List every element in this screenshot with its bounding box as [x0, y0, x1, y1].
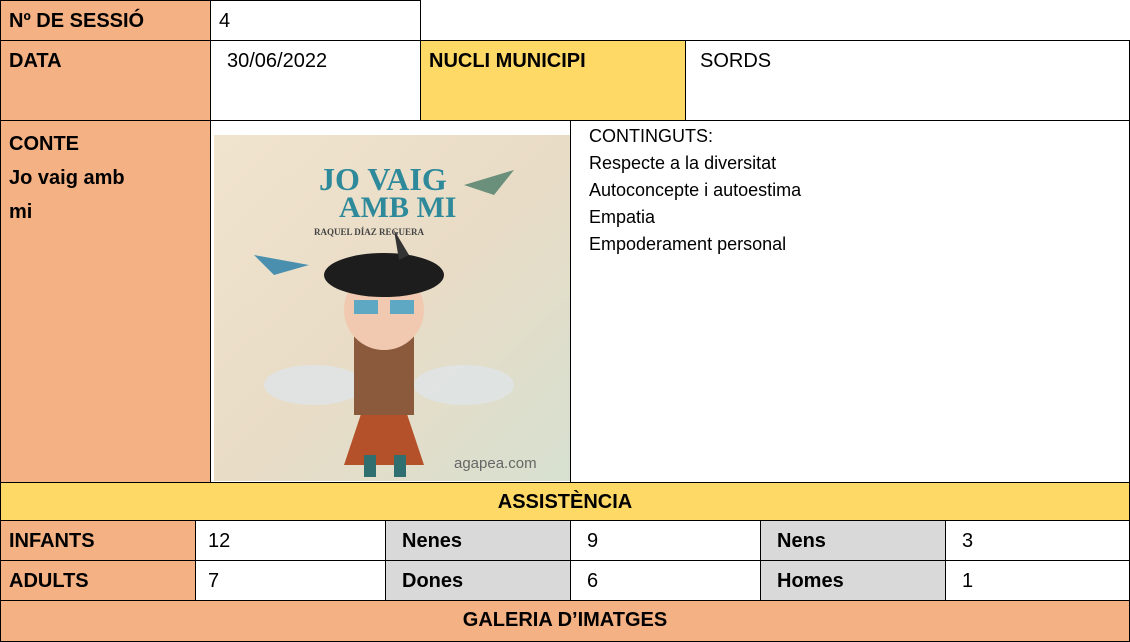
row-value: 9 [570, 520, 761, 561]
gallery-title: GALERIA D’IMATGES [0, 600, 1130, 642]
contents-item: Autoconcepte i autoestima [589, 180, 802, 200]
conte-label: CONTE [9, 133, 79, 155]
conte-title: Jo vaig amb mi [9, 167, 125, 223]
cover-author: RAQUEL DÍAZ REGUERA [314, 227, 425, 237]
cover-title-1: JO VAIG [319, 161, 447, 197]
row-value: 1 [945, 560, 1130, 601]
row-value: 12 [195, 520, 386, 561]
row-label: ADULTS [0, 560, 196, 601]
row-label: Nenes [385, 520, 571, 561]
row-value: 6 [570, 560, 761, 601]
attendance-title: ASSISTÈNCIA [0, 482, 1130, 521]
row-value: 7 [195, 560, 386, 601]
date-label: DATA [0, 40, 211, 121]
row-label: Nens [760, 520, 946, 561]
row-label: Homes [760, 560, 946, 601]
contents-item: Empatia [589, 207, 656, 227]
nucli-label: NUCLI MUNICIPI [420, 40, 686, 121]
cover-cell: JO VAIG AMB MI RAQUEL DÍAZ REGUERA agape… [210, 120, 571, 483]
session-label: Nº DE SESSIÓ [0, 0, 211, 41]
row-label: Dones [385, 560, 571, 601]
contents-item: Respecte a la diversitat [589, 153, 777, 173]
cover-watermark: agapea.com [454, 455, 537, 472]
cover-title-2: AMB MI [339, 191, 456, 224]
book-cover: JO VAIG AMB MI RAQUEL DÍAZ REGUERA agape… [214, 135, 570, 481]
session-value: 4 [210, 0, 421, 41]
contents-cell: CONTINGUTS: Respecte a la diversitat Aut… [570, 120, 1130, 483]
date-value: 30/06/2022 [210, 40, 421, 121]
row-label: INFANTS [0, 520, 196, 561]
contents-label: CONTINGUTS: [589, 126, 713, 146]
conte-cell: CONTE Jo vaig amb mi [0, 120, 211, 483]
contents-item: Empoderament personal [589, 234, 787, 254]
row-value: 3 [945, 520, 1130, 561]
nucli-value: SORDS [685, 40, 1130, 121]
